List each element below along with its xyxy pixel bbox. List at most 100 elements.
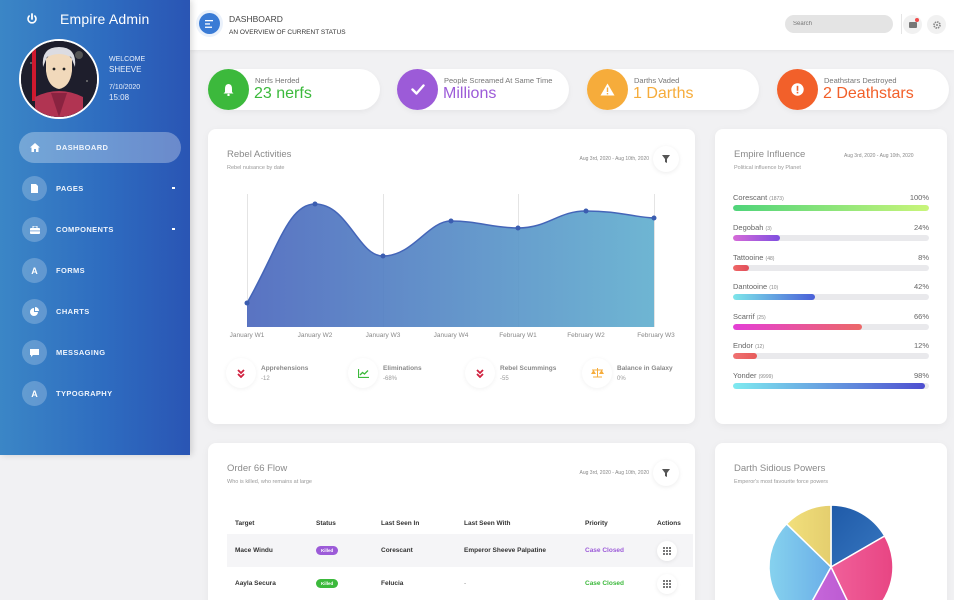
notifications-button[interactable] [903, 15, 922, 34]
page-subtitle: AN OVERVIEW OF CURRENT STATUS [229, 29, 346, 36]
filter-button[interactable] [653, 460, 679, 486]
influence-percent: 98% [913, 371, 929, 380]
page-title: DASHBOARD [229, 14, 283, 24]
progress-fill [733, 235, 781, 241]
column-header: Target [235, 520, 255, 527]
planet-label: Tattooine (48) [733, 253, 775, 262]
avatar[interactable] [19, 39, 99, 119]
stat-value: 1 Darths [633, 85, 694, 102]
influence-percent: 12% [913, 341, 929, 350]
file-icon [22, 176, 47, 201]
notification-dot [915, 18, 919, 22]
influence-percent: 24% [913, 223, 929, 232]
power-icon[interactable] [26, 13, 38, 25]
grid-icon [663, 546, 671, 555]
caret-icon [172, 228, 175, 230]
sidebar-item-typography[interactable]: A TYPOGRAPHY [19, 378, 181, 409]
planet-label: Degobah (3) [733, 223, 772, 232]
priority-cell: Case Closed [577, 534, 649, 567]
sidebar-item-components[interactable]: COMPONENTS [19, 214, 181, 245]
alert-icon [777, 69, 818, 110]
grid-icon [663, 579, 671, 588]
influence-percent: 42% [913, 282, 929, 291]
row-actions-button[interactable] [657, 540, 677, 561]
kpi-title: Balance in Galaxy [617, 364, 673, 372]
influence-row-tattooine: Tattooine (48) 8% [733, 253, 929, 271]
planet-label: Endor (12) [733, 341, 765, 350]
target-cell: Mace Windu [227, 534, 308, 567]
search-input[interactable] [785, 15, 893, 33]
profile: WELCOME SHEEVE 7/10/2020 15:08 [0, 38, 190, 120]
progress-track [733, 235, 929, 241]
kpi-value: -12 [261, 375, 270, 382]
caret-icon [172, 187, 175, 189]
sidebar-item-pages[interactable]: PAGES [19, 173, 181, 204]
sidebar-item-label: TYPOGRAPHY [56, 389, 113, 398]
stat-label: Deathstars Destroyed [824, 76, 897, 85]
status-cell: Killed [308, 534, 373, 567]
app-title: Empire Admin [60, 11, 150, 27]
letter-a-icon: A [22, 381, 47, 406]
card-title: Order 66 Flow [227, 463, 288, 474]
check-icon [397, 69, 438, 110]
kpi-balance-in-galaxy: Balance in Galaxy 0% [582, 358, 673, 388]
order-66-table: Target Status Last Seen In Last Seen Wit… [227, 513, 693, 600]
card-title: Empire Influence [734, 149, 806, 160]
sidebar-item-messaging[interactable]: MESSAGING [19, 337, 181, 368]
sidebar-item-dashboard[interactable]: DASHBOARD [19, 132, 181, 163]
filter-icon [662, 155, 670, 163]
kpi-rebel-scummings: Rebel Scummings -55 [465, 358, 556, 388]
table-row[interactable]: Mace Windu Killed Corescant Emperor Shee… [227, 534, 693, 567]
progress-track [733, 383, 929, 389]
sidebar-item-charts[interactable]: CHARTS [19, 296, 181, 327]
order-66-card: Order 66 Flow Who is killed, who remains… [208, 443, 695, 600]
toolbox-icon [22, 217, 47, 242]
kpi-value: -55 [500, 375, 509, 382]
stat-value: 23 nerfs [254, 85, 312, 102]
menu-icon [205, 19, 213, 28]
kpi-value: -68% [383, 375, 398, 382]
filter-button[interactable] [653, 146, 679, 172]
sidebar-header: Empire Admin [0, 0, 190, 38]
last-seen-with-cell: - [464, 580, 467, 587]
date-range: Aug 3rd, 2020 - Aug 10th, 2020 [579, 470, 650, 476]
column-header: Last Seen With [464, 520, 511, 527]
sidebar-item-label: FORMS [56, 266, 86, 275]
stat-nerfs-herded: Nerfs Herded 23 nerfs [208, 69, 380, 110]
last-seen-in-cell: Corescant [373, 534, 456, 567]
card-subtitle: Rebel nuisance by date [227, 165, 285, 171]
gear-icon [932, 20, 941, 29]
avatar-image [21, 41, 97, 117]
settings-button[interactable] [927, 15, 946, 34]
progress-fill [733, 324, 863, 330]
stat-label: People Screamed At Same Time [444, 76, 553, 85]
planet-label: Scarrif (25) [733, 312, 766, 321]
stat-darths-vaded: Darths Vaded 1 Darths [587, 69, 759, 110]
empire-influence-card: Empire Influence Political influence by … [715, 129, 947, 424]
kpi-title: Eliminations [383, 364, 422, 372]
welcome-label: WELCOME [109, 56, 146, 63]
column-header: Status [316, 520, 336, 527]
priority-cell: Case Closed [585, 580, 625, 587]
chat-icon [22, 340, 47, 365]
x-axis-label: February W1 [499, 332, 537, 339]
sidebar-item-label: MESSAGING [56, 348, 106, 357]
progress-fill [733, 265, 749, 271]
progress-fill [733, 383, 926, 389]
menu-toggle-button[interactable] [199, 13, 220, 34]
progress-fill [733, 205, 929, 211]
x-axis-label: February W2 [567, 332, 605, 339]
planet-label: Corescant (1873) [733, 193, 784, 202]
x-axis-label: February W3 [637, 332, 675, 339]
last-seen-with-cell: Emperor Sheeve Palpatine [456, 534, 577, 567]
rebel-activities-card: Rebel Activities Rebel nuisance by date … [208, 129, 695, 424]
influence-percent: 8% [918, 253, 929, 262]
actions-cell [649, 567, 693, 600]
table-row[interactable]: Aayla Secura Killed Felucia - Case Close… [227, 567, 693, 600]
date-range: Aug 3rd, 2020 - Aug 10th, 2020 [579, 156, 650, 162]
card-title: Darth Sidious Powers [734, 463, 826, 474]
influence-row-yonder: Yonder (9999) 98% [733, 371, 929, 389]
planet-label: Dantooine (10) [733, 282, 779, 291]
row-actions-button[interactable] [657, 573, 677, 594]
sidebar-item-forms[interactable]: A FORMS [19, 255, 181, 286]
